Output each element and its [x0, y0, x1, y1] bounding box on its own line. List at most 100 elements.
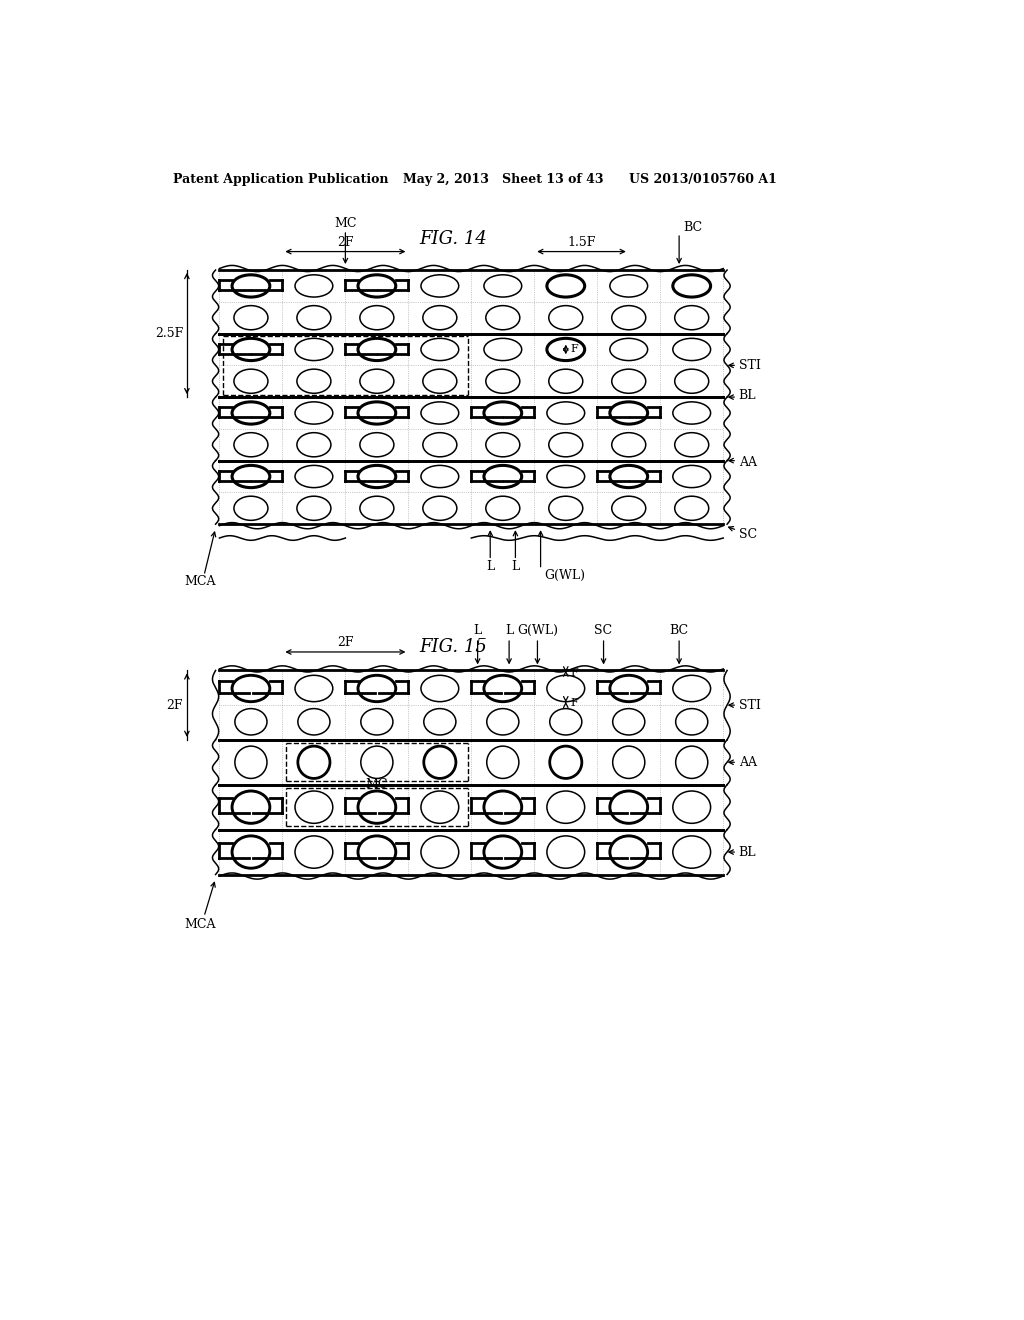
- Ellipse shape: [676, 746, 708, 779]
- Ellipse shape: [611, 496, 646, 520]
- Ellipse shape: [360, 709, 393, 735]
- Ellipse shape: [484, 836, 521, 869]
- Ellipse shape: [421, 401, 459, 424]
- Text: G(WL): G(WL): [545, 569, 586, 582]
- Ellipse shape: [421, 466, 459, 487]
- Ellipse shape: [675, 306, 709, 330]
- Text: F: F: [570, 698, 579, 709]
- Text: SC: SC: [738, 528, 757, 541]
- Ellipse shape: [484, 401, 521, 424]
- Ellipse shape: [359, 433, 394, 457]
- Ellipse shape: [610, 338, 647, 360]
- Text: AA: AA: [738, 455, 757, 469]
- Text: May 2, 2013: May 2, 2013: [403, 173, 489, 186]
- Ellipse shape: [610, 275, 647, 297]
- Text: MC: MC: [366, 779, 388, 791]
- Ellipse shape: [295, 466, 333, 487]
- Ellipse shape: [421, 676, 459, 702]
- Text: F: F: [570, 345, 579, 355]
- Ellipse shape: [485, 306, 520, 330]
- Ellipse shape: [673, 791, 711, 824]
- Ellipse shape: [611, 433, 646, 457]
- Text: G(WL): G(WL): [517, 624, 558, 638]
- Ellipse shape: [550, 709, 582, 735]
- Ellipse shape: [424, 709, 456, 735]
- Text: Patent Application Publication: Patent Application Publication: [173, 173, 388, 186]
- Ellipse shape: [232, 338, 270, 360]
- Ellipse shape: [358, 791, 395, 824]
- Ellipse shape: [358, 401, 395, 424]
- Ellipse shape: [297, 370, 331, 393]
- Ellipse shape: [421, 338, 459, 360]
- Ellipse shape: [676, 709, 708, 735]
- Ellipse shape: [295, 676, 333, 702]
- Ellipse shape: [232, 401, 270, 424]
- Ellipse shape: [611, 306, 646, 330]
- Text: SC: SC: [595, 624, 612, 638]
- Ellipse shape: [295, 401, 333, 424]
- Ellipse shape: [233, 496, 268, 520]
- Ellipse shape: [547, 676, 585, 702]
- Text: AA: AA: [738, 756, 757, 768]
- Ellipse shape: [675, 433, 709, 457]
- Text: L: L: [505, 624, 513, 638]
- Ellipse shape: [675, 370, 709, 393]
- Text: Sheet 13 of 43: Sheet 13 of 43: [502, 173, 603, 186]
- Ellipse shape: [610, 676, 647, 702]
- Text: FIG. 15: FIG. 15: [420, 639, 487, 656]
- Ellipse shape: [612, 746, 645, 779]
- Ellipse shape: [358, 836, 395, 869]
- Ellipse shape: [234, 709, 267, 735]
- Ellipse shape: [485, 433, 520, 457]
- Ellipse shape: [549, 496, 583, 520]
- Ellipse shape: [549, 433, 583, 457]
- Ellipse shape: [421, 275, 459, 297]
- Ellipse shape: [298, 746, 330, 779]
- Ellipse shape: [358, 338, 395, 360]
- Text: STI: STI: [738, 359, 761, 372]
- Ellipse shape: [547, 401, 585, 424]
- Ellipse shape: [486, 709, 519, 735]
- Text: BC: BC: [670, 624, 689, 638]
- Text: L: L: [486, 560, 495, 573]
- Ellipse shape: [232, 466, 270, 487]
- Ellipse shape: [421, 836, 459, 869]
- Ellipse shape: [359, 496, 394, 520]
- Ellipse shape: [673, 836, 711, 869]
- Ellipse shape: [360, 746, 393, 779]
- Ellipse shape: [610, 791, 647, 824]
- Ellipse shape: [358, 275, 395, 297]
- Ellipse shape: [610, 836, 647, 869]
- Ellipse shape: [484, 338, 521, 360]
- Ellipse shape: [484, 466, 521, 487]
- Ellipse shape: [549, 306, 583, 330]
- Ellipse shape: [673, 275, 711, 297]
- Ellipse shape: [234, 746, 267, 779]
- Ellipse shape: [675, 496, 709, 520]
- Ellipse shape: [612, 709, 645, 735]
- Ellipse shape: [610, 401, 647, 424]
- Ellipse shape: [550, 746, 582, 779]
- Ellipse shape: [423, 433, 457, 457]
- Ellipse shape: [485, 496, 520, 520]
- Ellipse shape: [610, 466, 647, 487]
- Ellipse shape: [423, 496, 457, 520]
- Text: US 2013/0105760 A1: US 2013/0105760 A1: [630, 173, 777, 186]
- Ellipse shape: [673, 401, 711, 424]
- Text: MC: MC: [334, 218, 356, 231]
- Text: MCA: MCA: [184, 576, 216, 589]
- Ellipse shape: [232, 275, 270, 297]
- Ellipse shape: [485, 370, 520, 393]
- Ellipse shape: [421, 791, 459, 824]
- Ellipse shape: [673, 466, 711, 487]
- Text: FIG. 14: FIG. 14: [420, 230, 487, 248]
- Ellipse shape: [359, 370, 394, 393]
- Text: 2F: 2F: [337, 236, 353, 249]
- Ellipse shape: [232, 791, 270, 824]
- Ellipse shape: [358, 466, 395, 487]
- Ellipse shape: [547, 275, 585, 297]
- Ellipse shape: [298, 709, 330, 735]
- Ellipse shape: [486, 746, 519, 779]
- Ellipse shape: [423, 306, 457, 330]
- Ellipse shape: [295, 275, 333, 297]
